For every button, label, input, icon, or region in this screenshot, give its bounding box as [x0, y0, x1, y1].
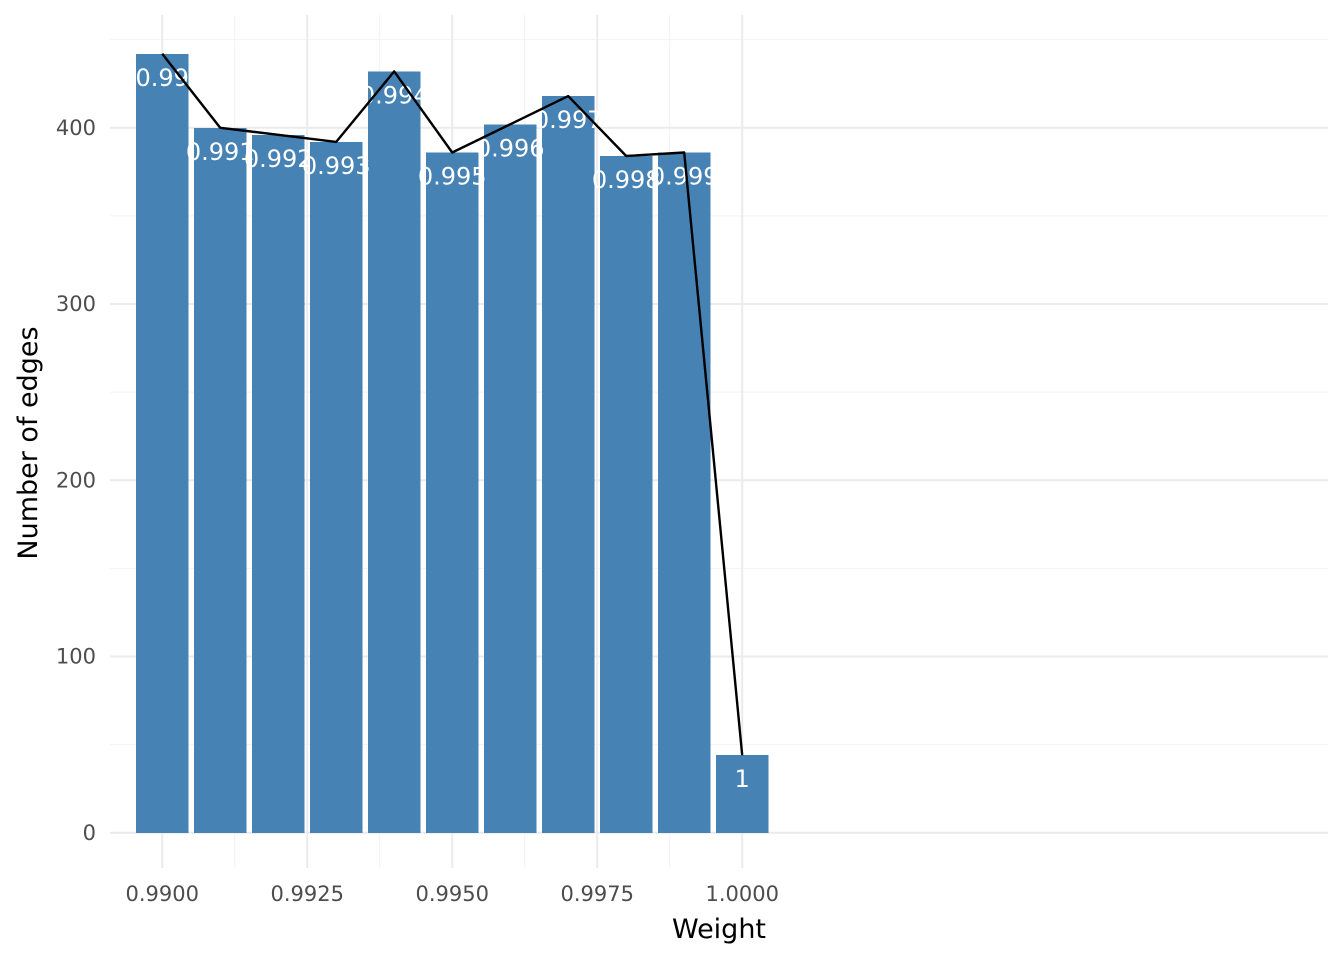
bar — [368, 71, 421, 833]
x-tick-label: 0.9950 — [415, 882, 488, 906]
bar — [252, 134, 305, 833]
bar-label: 0.996 — [476, 134, 545, 162]
x-tick-label: 0.9925 — [270, 882, 343, 906]
y-tick-label: 100 — [56, 645, 96, 669]
bar — [136, 53, 189, 833]
bar — [484, 124, 537, 833]
bar — [658, 152, 711, 833]
axes: 0.9900 0.9925 0.9950 0.9975 1.0000 0 100 200 300… — [56, 116, 779, 906]
bar-label: 0.998 — [592, 166, 661, 194]
bar-label: 0.999 — [650, 162, 719, 190]
y-tick-label: 0 — [83, 821, 96, 845]
bar — [310, 141, 363, 833]
x-tick-label: 0.9900 — [125, 882, 198, 906]
y-axis-title: Number of edges — [13, 326, 44, 559]
bar — [542, 96, 595, 833]
x-tick-label: 0.9975 — [560, 882, 633, 906]
bar-label: 1 — [735, 765, 750, 793]
x-axis-title: Weight — [672, 914, 766, 945]
y-tick-label: 200 — [56, 468, 96, 492]
bar-label: 0.992 — [244, 145, 313, 173]
bar-label: 0.995 — [418, 162, 487, 190]
bar-label: 0.991 — [186, 138, 255, 166]
bar-labels: 0.990.9910.9920.9930.9940.9950.9960.9970… — [135, 64, 749, 793]
trend-line — [161, 53, 744, 756]
trend-line-group — [161, 53, 744, 756]
bar-label: 0.993 — [302, 152, 371, 180]
bar — [426, 152, 479, 833]
y-tick-label: 300 — [56, 292, 96, 316]
bar — [194, 127, 247, 833]
x-tick-label: 1.0000 — [705, 882, 778, 906]
bar — [600, 155, 653, 833]
bar — [716, 755, 769, 833]
bars — [136, 53, 769, 833]
y-tick-label: 400 — [56, 116, 96, 140]
